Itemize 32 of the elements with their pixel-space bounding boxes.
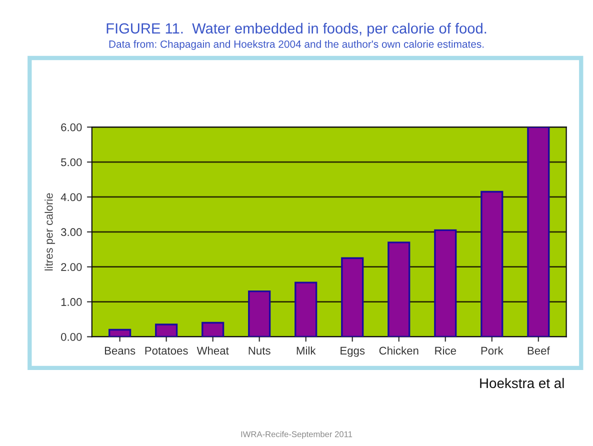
x-tick-label: Wheat <box>196 346 229 355</box>
bar <box>341 257 364 337</box>
bar <box>527 127 550 337</box>
y-tick-label: 2.00 <box>61 263 82 271</box>
bar <box>248 290 271 337</box>
bar <box>108 328 132 337</box>
x-tick-label: Milk <box>296 346 316 355</box>
x-tick-label: Eggs <box>340 346 365 357</box>
bar <box>388 242 410 337</box>
text: IWRA-Recife-September 2011 <box>241 431 352 439</box>
x-tick-label: Pork <box>481 346 504 355</box>
x-tick-label: Beans <box>104 346 136 355</box>
x-tick-label: Beef <box>528 346 550 355</box>
y-axis-title: litres per calorie <box>44 193 56 270</box>
bar <box>202 322 224 337</box>
y-tick-label: 1.00 <box>61 298 82 306</box>
chart-title: FIGURE 11. Water embedded in foods, per calorie of food. <box>106 22 486 36</box>
x-tick-label: Rice <box>435 346 456 355</box>
y-tick-label: 0.00 <box>61 332 82 341</box>
bar <box>480 190 504 337</box>
x-tick-label: Potatoes <box>145 346 188 355</box>
y-tick-label: 4.00 <box>60 193 82 202</box>
y-tick-label: 3.00 <box>60 228 82 236</box>
y-tick-label: 6.00 <box>61 123 82 132</box>
bar <box>155 324 178 337</box>
bar <box>434 229 457 337</box>
y-tick-label: 5.00 <box>61 158 82 166</box>
text: Hoekstra et al <box>480 378 564 388</box>
bar <box>294 282 318 337</box>
x-tick-label: Nuts <box>248 346 270 355</box>
chart-subtitle: Data from: Chapagain and Hoekstra 2004 and the author's own calorie estimates. <box>109 40 484 50</box>
x-tick-label: Chicken <box>379 346 418 355</box>
